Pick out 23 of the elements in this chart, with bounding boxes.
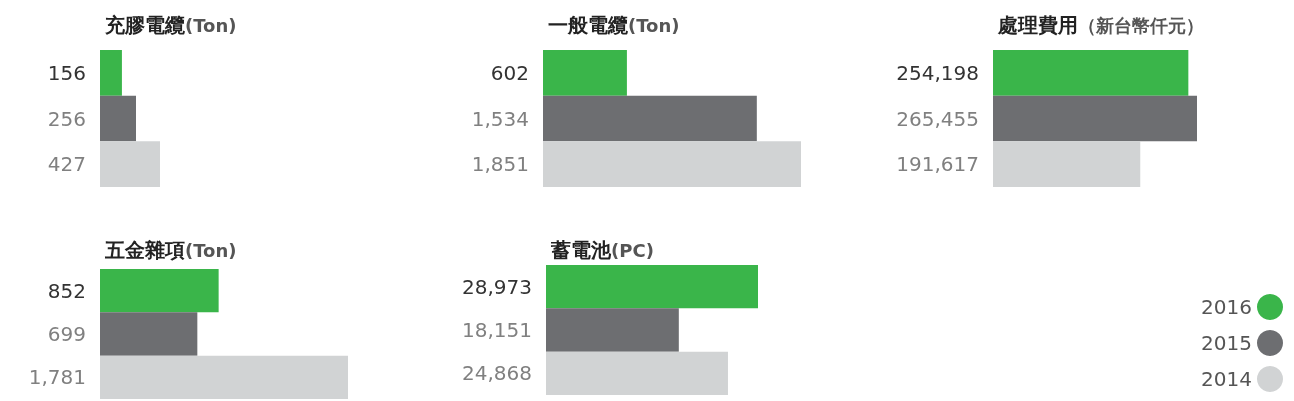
data-label: 602 <box>490 60 529 85</box>
data-label: 265,455 <box>896 106 979 131</box>
data-label: 427 <box>47 152 86 177</box>
legend-label: 2014 <box>1201 367 1252 391</box>
chart-title: 一般電纜(Ton) <box>548 13 680 37</box>
data-label: 852 <box>47 278 86 303</box>
chart-title: 充膠電纜(Ton) <box>104 13 237 37</box>
chart-title: 蓄電池(PC) <box>550 238 654 262</box>
legend-label: 2015 <box>1201 331 1252 355</box>
legend-label: 2016 <box>1201 295 1252 319</box>
data-label: 24,868 <box>462 361 532 386</box>
data-label: 28,973 <box>462 274 532 299</box>
chart-title: 處理費用（新台幣仟元） <box>997 13 1204 37</box>
data-label: 156 <box>47 60 86 85</box>
data-label: 1,534 <box>471 106 529 131</box>
data-label: 1,781 <box>28 365 86 390</box>
data-label: 191,617 <box>896 152 979 177</box>
data-label: 256 <box>47 106 86 131</box>
data-label: 18,151 <box>462 318 532 342</box>
chart-title: 五金雜項(Ton) <box>104 238 237 262</box>
data-label: 254,198 <box>896 60 979 85</box>
data-label: 1,851 <box>471 152 529 177</box>
data-label: 699 <box>47 322 86 346</box>
